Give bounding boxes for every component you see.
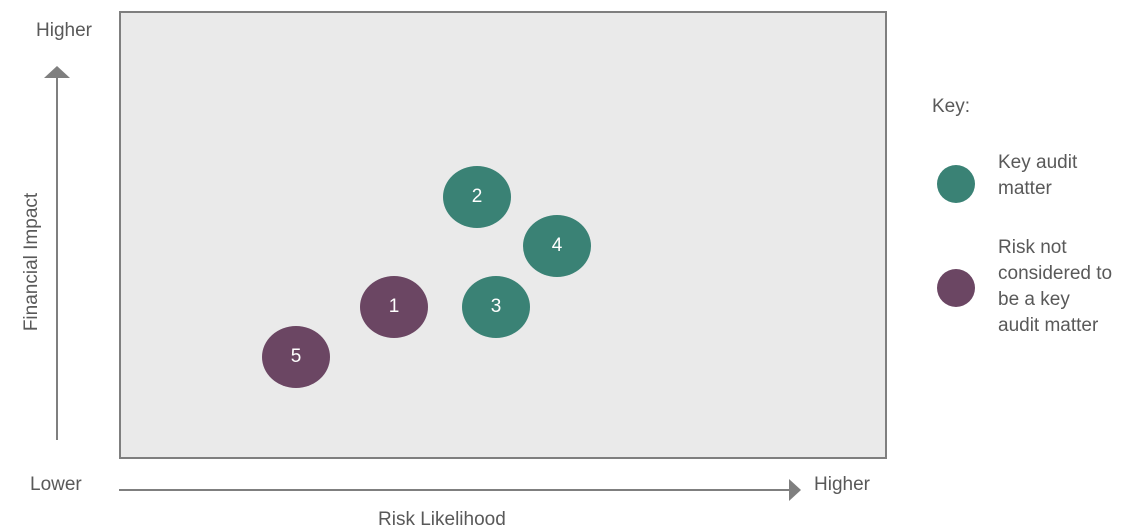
risk-bubble-4-label: 4 [551,235,563,256]
key-title: Key: [932,96,971,117]
risk-matrix-plot-area: 1 2 3 4 5 [119,11,887,459]
y-axis-high-label: Higher [36,20,92,41]
key-audit-matter-swatch [937,165,975,203]
non-key-risk-swatch [937,269,975,307]
non-key-risk-label: Risk not considered to be a key audit ma… [998,237,1113,336]
risk-bubble-2: 2 [443,166,511,228]
x-axis-low-label: Lower [30,474,82,495]
risk-bubble-5: 5 [262,326,330,388]
risk-bubble-1-label: 1 [388,296,400,317]
risk-bubble-1: 1 [360,276,428,338]
x-axis-arrowhead [789,479,801,501]
risk-bubble-3: 3 [462,276,530,338]
risk-bubble-2-label: 2 [471,186,483,207]
y-axis-arrowhead [44,66,70,78]
risk-bubble-3-label: 3 [490,296,502,317]
x-axis-high-label: Higher [814,474,870,495]
key-audit-matter-label: Key audit matter [998,152,1078,199]
risk-bubble-4: 4 [523,215,591,277]
y-axis-title: Financial Impact [21,192,42,332]
risk-bubble-5-label: 5 [290,346,302,367]
x-axis-title: Risk Likelihood [378,509,506,530]
